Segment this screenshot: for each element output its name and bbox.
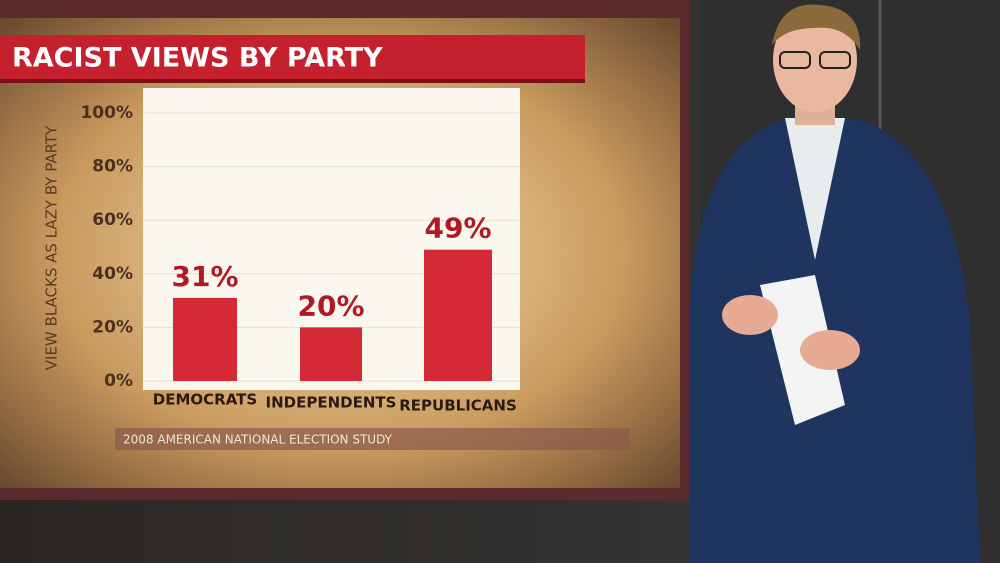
right-hand xyxy=(800,330,860,370)
bar xyxy=(424,249,492,381)
x-tick-label: DEMOCRATS xyxy=(153,391,257,409)
hair xyxy=(772,4,861,50)
value-label: 31% xyxy=(171,260,238,293)
title-bar-shadow xyxy=(0,79,585,83)
y-tick-label: 80% xyxy=(92,157,133,177)
glasses-right xyxy=(819,51,851,69)
value-label: 20% xyxy=(297,289,364,322)
chart-title: RACIST VIEWS BY PARTY xyxy=(12,43,383,74)
y-tick-label: 40% xyxy=(92,264,133,284)
glasses-left xyxy=(779,51,811,69)
y-tick-label: 0% xyxy=(104,371,133,391)
y-axis-label: VIEW BLACKS AS LAZY BY PARTY xyxy=(43,125,61,370)
bar xyxy=(300,327,362,381)
y-tick-label: 20% xyxy=(92,317,133,337)
x-tick-label: REPUBLICANS xyxy=(399,397,517,415)
x-tick-label: INDEPENDENTS xyxy=(266,394,397,412)
source-note: 2008 AMERICAN NATIONAL ELECTION STUDY xyxy=(123,433,393,447)
y-tick-label: 100% xyxy=(80,103,133,123)
left-hand xyxy=(722,295,778,335)
value-label: 49% xyxy=(424,212,491,245)
y-tick-label: 60% xyxy=(92,210,133,230)
title-bar xyxy=(0,35,585,81)
source-bar xyxy=(115,428,630,450)
head xyxy=(773,8,857,112)
chart: 0% 20% 40% 60% 80% 100% DEMOCRATS 31% INDEPENDEN… xyxy=(80,103,520,415)
shirt xyxy=(785,118,845,260)
bar xyxy=(173,297,237,381)
presenter xyxy=(690,4,980,563)
